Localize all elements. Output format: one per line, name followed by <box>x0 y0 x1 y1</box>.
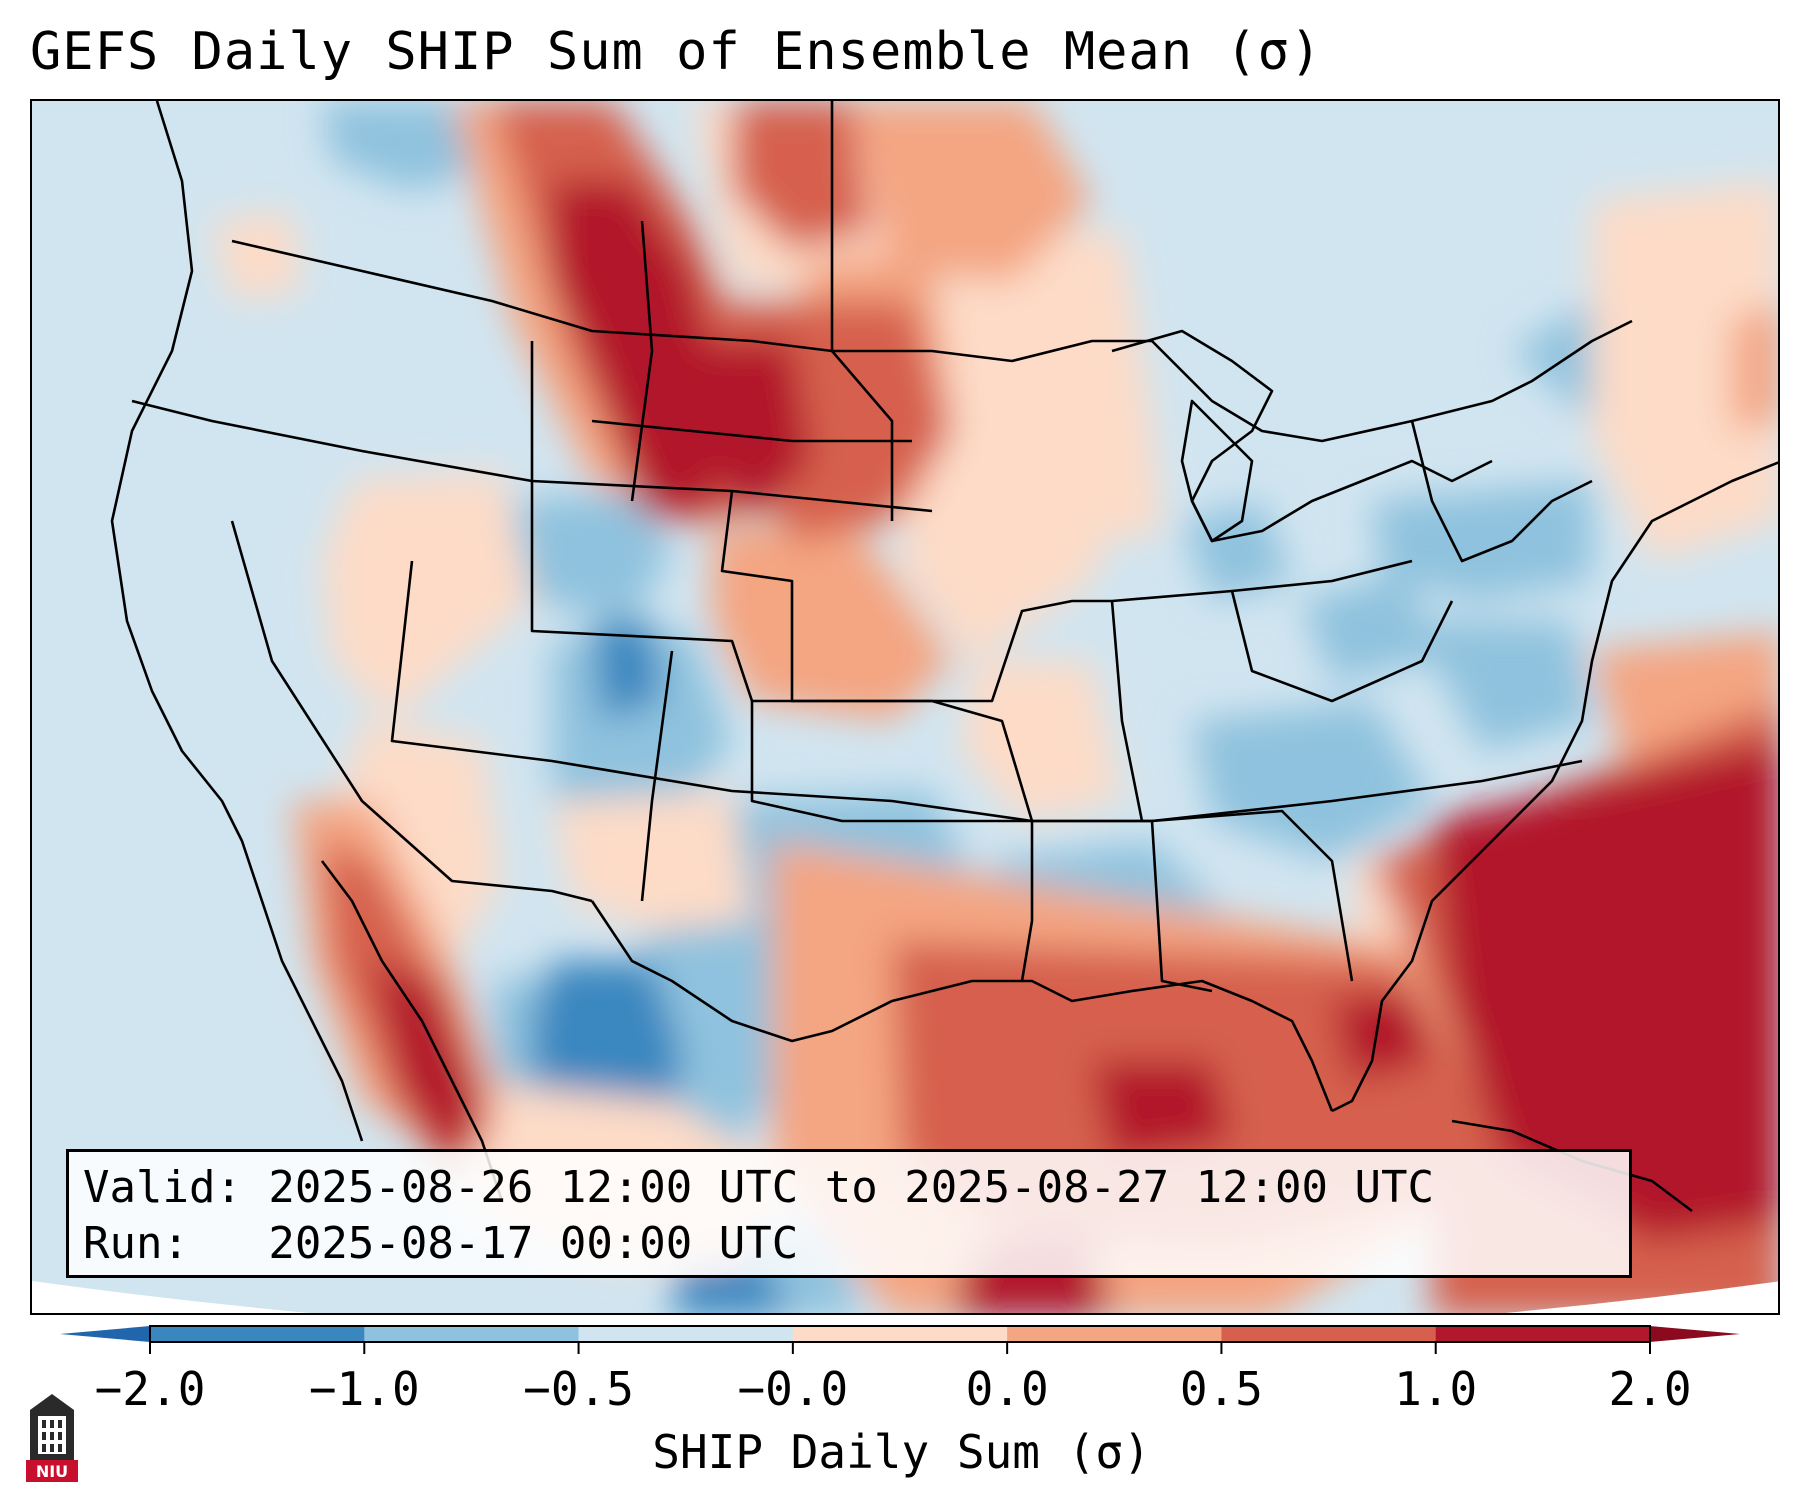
run-time-line: Run: 2025-08-17 00:00 UTC <box>83 1218 799 1269</box>
colorbar-over-arrow <box>1650 1326 1740 1342</box>
boundaries <box>110 101 1778 1213</box>
colorbar-tick-label: −0.5 <box>523 1362 634 1416</box>
anomaly-patch <box>852 101 1092 281</box>
anomaly-patch <box>212 211 302 301</box>
colorbar-tick-label: −1.0 <box>308 1362 420 1416</box>
colorbar-segment <box>578 1326 794 1342</box>
anomaly-patch <box>512 491 672 621</box>
colorbar-tick-label: 2.0 <box>1608 1362 1692 1416</box>
colorbar-segment <box>364 1326 580 1342</box>
anomaly-patch <box>1372 481 1592 601</box>
anomaly-patch <box>322 101 482 191</box>
chart-title: GEFS Daily SHIP Sum of Ensemble Mean (σ) <box>30 22 1323 82</box>
colorbar-segment <box>1221 1326 1437 1342</box>
colorbar-segment <box>792 1326 1008 1342</box>
state-lines-9 <box>1110 600 1144 822</box>
state-lines-1 <box>131 399 933 513</box>
state-lines-12 <box>830 101 894 521</box>
east-coastline <box>1331 461 1778 1113</box>
anomaly-patch <box>1192 701 1432 861</box>
colorbar-tick-label: 0.0 <box>965 1362 1049 1416</box>
anomaly-patch <box>592 621 662 721</box>
colorbar-segment <box>1007 1326 1222 1342</box>
anomaly-patch <box>552 631 732 821</box>
anomaly-patch <box>1592 181 1778 561</box>
anomaly-patch <box>1412 621 1592 751</box>
anomaly-patch <box>1332 991 1432 1081</box>
colorbar-outline <box>149 1325 1651 1343</box>
anomaly-patch <box>712 521 952 721</box>
anomaly-patch <box>1432 741 1778 1241</box>
anomaly-patch <box>1092 1061 1232 1161</box>
west-coastline <box>110 101 364 1142</box>
anomaly-patch <box>552 791 752 931</box>
colorbar-label: SHIP Daily Sum (σ) <box>652 1425 1151 1479</box>
baja-coastline <box>320 860 504 1202</box>
anomaly-patch <box>1302 571 1432 681</box>
state-lines-5 <box>720 490 1413 703</box>
valid-time-line: Valid: 2025-08-26 12:00 UTC to 2025-08-2… <box>83 1162 1435 1213</box>
anomaly-patch <box>702 341 812 521</box>
state-lines-10 <box>1230 590 1454 703</box>
state-lines-15 <box>1410 420 1593 563</box>
canada-border <box>231 239 1633 443</box>
michigan <box>1180 399 1254 543</box>
colorbar-tick-label: −0.0 <box>737 1362 849 1416</box>
colorbar-tick-label: 0.5 <box>1179 1362 1263 1416</box>
state-lines-11 <box>630 220 654 502</box>
anomaly-map <box>32 101 1778 1313</box>
anomaly-patch <box>902 231 1152 661</box>
anomaly-patch <box>322 471 532 721</box>
colorbar-tick-label: 1.0 <box>1394 1362 1478 1416</box>
state-lines-6 <box>750 701 1034 982</box>
niu-logo-banner <box>26 1460 78 1482</box>
anomaly-patch <box>962 661 1122 821</box>
colorbar-segments <box>150 1326 1651 1342</box>
gulf-coastline <box>590 900 1334 1112</box>
colorbar-ticks <box>149 1342 1651 1354</box>
colorbar-tick-label: −2.0 <box>94 1362 206 1416</box>
colorbar-segment <box>1435 1326 1651 1342</box>
colorbar <box>60 1325 1740 1354</box>
state-lines-4 <box>230 520 593 903</box>
colorbar-under-arrow <box>60 1326 150 1342</box>
colorbar-segment <box>150 1326 365 1342</box>
anomaly-patch <box>1102 431 1162 541</box>
state-lines-3 <box>390 560 1583 823</box>
state-lines-13 <box>591 419 912 443</box>
anomaly-patch <box>1732 302 1778 431</box>
anomaly-patch <box>1182 501 1292 601</box>
projection-edge <box>32 1281 1778 1313</box>
state-lines-8 <box>1151 809 1354 982</box>
anomaly-patch <box>372 961 482 1161</box>
state-lines-14 <box>640 650 674 902</box>
state-lines-7 <box>1032 819 1213 993</box>
niu-logo-text: NIU <box>36 1462 68 1481</box>
niu-logo: NIU <box>26 1394 78 1482</box>
map-frame <box>30 99 1780 1315</box>
info-box: Valid: 2025-08-26 12:00 UTC to 2025-08-2… <box>66 1149 1632 1278</box>
anomaly-patch <box>732 101 872 251</box>
